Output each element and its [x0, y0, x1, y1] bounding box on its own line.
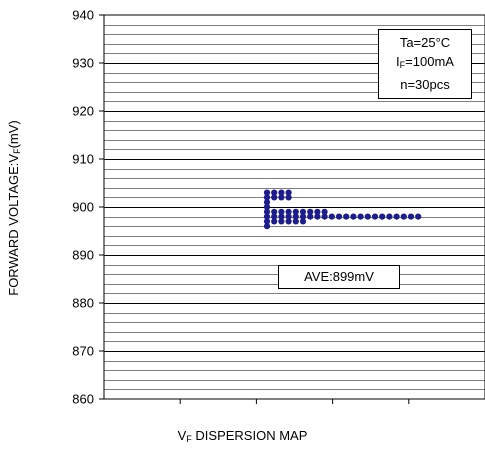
data-point	[357, 213, 364, 220]
data-point	[292, 218, 299, 225]
data-points	[263, 189, 422, 230]
data-point	[343, 213, 350, 220]
data-point	[314, 208, 321, 215]
sample-count: n=30pcs	[400, 77, 450, 92]
temperature-condition: Ta=25°C	[399, 35, 451, 50]
data-point	[292, 213, 299, 220]
data-point	[285, 213, 292, 220]
data-point	[271, 218, 278, 225]
data-point	[263, 223, 271, 230]
data-point	[278, 218, 285, 225]
data-point	[278, 189, 285, 196]
data-point	[263, 208, 271, 215]
average-label: AVE:899mV	[304, 269, 374, 284]
data-point	[263, 199, 271, 206]
data-point	[271, 208, 278, 215]
data-point	[335, 213, 343, 220]
data-point	[371, 213, 379, 220]
x-axis-ticks	[179, 399, 410, 404]
data-point	[285, 194, 292, 201]
y-tick-label: 860	[72, 392, 94, 407]
current-condition: IF=100mA	[396, 54, 454, 70]
data-point	[263, 213, 271, 220]
data-point	[285, 218, 292, 225]
data-point	[285, 189, 292, 196]
data-point	[263, 203, 271, 211]
average-label-box: AVE:899mV	[278, 265, 400, 289]
data-point	[278, 194, 285, 201]
data-point	[307, 213, 314, 220]
y-tick-label: 940	[72, 8, 94, 23]
y-tick-label: 910	[72, 152, 94, 167]
data-point	[278, 208, 285, 215]
data-point	[321, 208, 328, 215]
data-point	[271, 194, 278, 201]
data-point	[271, 189, 278, 196]
data-point	[415, 213, 422, 220]
data-point	[364, 213, 371, 220]
data-point	[379, 213, 386, 220]
y-axis-label: FORWARD VOLTAGE:VF(mV)	[6, 120, 22, 296]
data-point	[386, 213, 393, 220]
data-point	[350, 213, 357, 220]
y-tick-label: 890	[72, 248, 94, 263]
data-point	[400, 213, 407, 220]
data-point	[263, 189, 271, 196]
data-point	[292, 208, 299, 215]
y-tick-label: 920	[72, 104, 94, 119]
conditions-box: Ta=25°C IF=100mA n=30pcs	[378, 29, 472, 99]
y-tick-label: 880	[72, 296, 94, 311]
data-point	[321, 213, 328, 220]
data-point	[263, 194, 271, 201]
y-axis-ticks: 860 870 880 890 900 910 920 930 940	[72, 8, 104, 407]
data-point	[299, 208, 307, 215]
data-point	[407, 213, 415, 220]
x-axis-label: VF DISPERSION MAP	[177, 428, 308, 444]
data-point	[278, 213, 285, 220]
data-point	[314, 213, 321, 220]
data-point	[393, 213, 400, 220]
data-point	[299, 213, 307, 220]
data-point	[263, 218, 271, 225]
data-point	[307, 208, 314, 215]
data-point	[271, 213, 278, 220]
y-tick-label: 870	[72, 344, 94, 359]
y-tick-label: 900	[72, 200, 94, 215]
y-tick-label: 930	[72, 56, 94, 71]
data-point	[328, 213, 335, 220]
data-point	[299, 218, 307, 225]
data-point	[285, 208, 292, 215]
